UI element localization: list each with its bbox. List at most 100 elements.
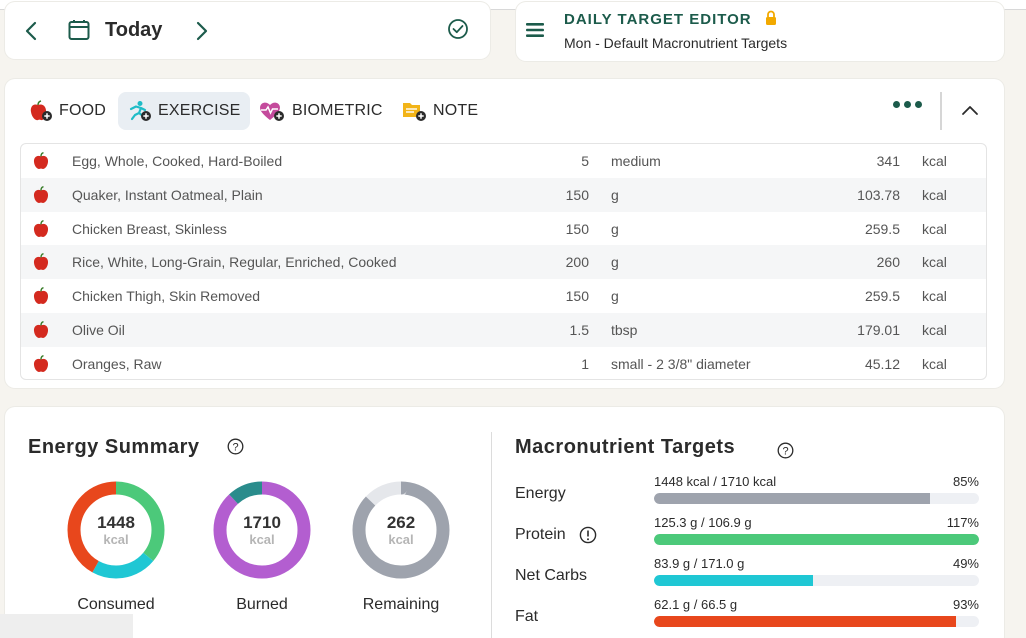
food-name: Quaker, Instant Oatmeal, Plain xyxy=(72,186,263,203)
food-name: Chicken Breast, Skinless xyxy=(72,220,227,237)
tab-food-label: FOOD xyxy=(59,102,107,119)
consumed-label: Consumed xyxy=(77,596,155,613)
calorie-unit: kcal xyxy=(922,220,947,237)
window-top-edge xyxy=(0,0,1026,10)
food-unit: tbsp xyxy=(611,321,638,338)
food-calories: 341 xyxy=(876,153,900,169)
macro-amount: 125.3 g / 106.9 g xyxy=(654,515,752,530)
food-calories: 103.78 xyxy=(857,186,900,203)
diary-panel: FOOD EXERCISE BIOMETRIC NOTE xyxy=(5,79,1004,388)
tab-note[interactable]: NOTE xyxy=(393,92,487,130)
toolbar-divider xyxy=(940,92,942,130)
help-icon[interactable]: ? xyxy=(777,442,794,459)
table-row[interactable]: Chicken Thigh, Skin Removed 150 g 259.5 kcal xyxy=(21,279,986,313)
runner-plus-icon xyxy=(129,101,151,121)
apple-icon xyxy=(33,354,49,372)
more-options-icon[interactable] xyxy=(893,101,922,108)
table-row[interactable]: Oranges, Raw 1 small - 2 3/8" diameter 45.1… xyxy=(21,347,986,379)
table-row[interactable]: Quaker, Instant Oatmeal, Plain 150 g 103.78… xyxy=(21,177,986,212)
apple-icon xyxy=(33,152,49,170)
food-quantity: 5 xyxy=(581,153,589,169)
chevron-right-icon[interactable] xyxy=(191,20,211,42)
food-name: Egg, Whole, Cooked, Hard-Boiled xyxy=(72,153,283,169)
burned-segment-1 xyxy=(213,481,311,579)
food-calories: 259.5 xyxy=(864,220,900,237)
food-quantity: 1.5 xyxy=(569,321,589,338)
burned-donut xyxy=(213,481,311,579)
chevron-left-icon[interactable] xyxy=(22,20,42,42)
remaining-label: Remaining xyxy=(362,596,440,613)
macro-percent: 93% xyxy=(952,597,979,612)
tab-exercise[interactable]: EXERCISE xyxy=(118,92,250,130)
calorie-unit: kcal xyxy=(922,355,947,372)
food-quantity: 200 xyxy=(565,254,589,271)
food-name: Rice, White, Long-Grain, Regular, Enrich… xyxy=(72,254,397,271)
macro-progress-bar xyxy=(654,493,979,504)
food-quantity: 150 xyxy=(565,186,589,203)
note-plus-icon xyxy=(403,103,426,121)
macro-label: Fat xyxy=(515,608,539,625)
target-editor-title: DAILY TARGET EDITOR xyxy=(564,11,752,28)
apple-icon xyxy=(33,320,49,338)
macro-targets-title: Macronutrient Targets xyxy=(515,436,736,458)
remaining-donut xyxy=(352,481,450,579)
menu-icon[interactable] xyxy=(526,23,544,37)
macro-percent: 117% xyxy=(946,515,979,530)
table-row[interactable]: Olive Oil 1.5 tbsp 179.01 kcal xyxy=(21,312,986,347)
apple-icon xyxy=(33,253,49,271)
burned-label: Burned xyxy=(236,596,288,613)
calorie-unit: kcal xyxy=(922,321,947,338)
svg-text:?: ? xyxy=(782,446,788,458)
tab-food[interactable]: FOOD xyxy=(21,92,115,130)
date-navigator: Today xyxy=(5,2,490,59)
daily-target-editor[interactable]: DAILY TARGET EDITOR Mon - Default Macron… xyxy=(516,2,1004,61)
summary-divider xyxy=(491,432,492,638)
food-quantity: 1 xyxy=(581,355,589,372)
macro-label: Energy xyxy=(515,485,566,502)
apple-icon xyxy=(33,219,49,237)
apple-icon xyxy=(33,287,49,305)
food-name: Chicken Thigh, Skin Removed xyxy=(72,288,261,305)
tab-biometric-label: BIOMETRIC xyxy=(292,102,383,119)
remaining-unit: kcal xyxy=(388,532,414,547)
macro-amount: 62.1 g / 66.5 g xyxy=(654,597,738,612)
calorie-unit: kcal xyxy=(922,288,947,305)
macro-amount: 83.9 g / 171.0 g xyxy=(654,556,745,571)
table-row[interactable]: Egg, Whole, Cooked, Hard-Boiled 5 medium 34… xyxy=(21,144,986,178)
energy-summary-title: Energy Summary xyxy=(28,436,200,458)
macro-progress-fill xyxy=(654,534,979,545)
food-diary-table: Egg, Whole, Cooked, Hard-Boiled 5 medium 34… xyxy=(20,143,987,380)
macro-amount: 1448 kcal / 1710 kcal xyxy=(654,474,777,489)
info-icon[interactable] xyxy=(579,526,597,544)
table-row[interactable]: Rice, White, Long-Grain, Regular, Enrich… xyxy=(21,245,986,280)
tab-note-label: NOTE xyxy=(433,102,479,119)
remaining-segment-1 xyxy=(352,481,450,579)
macro-label: Protein xyxy=(515,526,566,543)
macro-progress-fill xyxy=(654,493,931,504)
macro-percent: 85% xyxy=(952,474,979,489)
food-calories: 179.01 xyxy=(857,321,900,338)
consumed-unit: kcal xyxy=(103,532,129,547)
calendar-icon[interactable] xyxy=(67,18,91,42)
target-editor-subtitle: Mon - Default Macronutrient Targets xyxy=(564,35,788,51)
burned-unit: kcal xyxy=(249,532,275,547)
help-icon[interactable]: ? xyxy=(227,438,244,455)
macro-progress-bar xyxy=(654,575,979,586)
lock-icon xyxy=(766,10,776,25)
check-circle-icon[interactable] xyxy=(447,18,469,40)
food-name: Olive Oil xyxy=(72,321,125,338)
table-row[interactable]: Chicken Breast, Skinless 150 g 259.5 kcal xyxy=(21,212,986,246)
chevron-up-icon[interactable] xyxy=(961,104,979,116)
food-unit: g xyxy=(611,220,619,237)
burned-value: 1710 xyxy=(243,513,281,532)
consumed-donut xyxy=(67,481,165,579)
food-unit: small - 2 3/8" diameter xyxy=(611,355,751,372)
remaining-value: 262 xyxy=(386,513,416,532)
food-calories: 259.5 xyxy=(864,288,900,305)
macro-progress-bar xyxy=(654,616,979,627)
tab-biometric[interactable]: BIOMETRIC xyxy=(250,92,392,130)
window-corner xyxy=(0,614,133,638)
date-label[interactable]: Today xyxy=(105,19,163,41)
calorie-unit: kcal xyxy=(922,186,947,203)
summary-panel: Energy Summary ? 1448 kcal Consumed 1710… xyxy=(5,407,1004,638)
